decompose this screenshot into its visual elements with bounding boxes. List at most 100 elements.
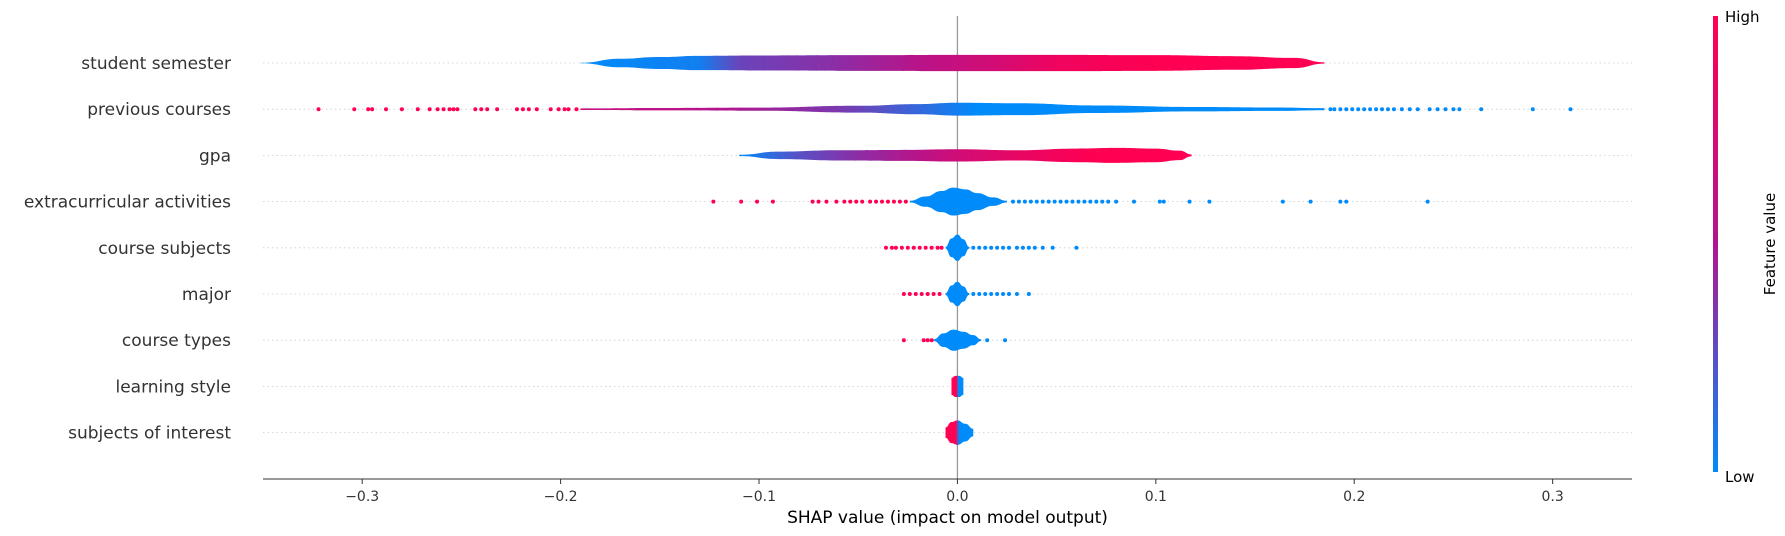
data-point bbox=[1016, 199, 1021, 204]
data-point bbox=[883, 245, 888, 250]
data-point bbox=[711, 199, 716, 204]
data-point bbox=[1338, 107, 1343, 112]
x-tick-label: 0.2 bbox=[1343, 489, 1365, 505]
data-point bbox=[352, 107, 357, 112]
data-point bbox=[739, 199, 744, 204]
data-point bbox=[1530, 107, 1535, 112]
data-point bbox=[931, 292, 936, 296]
data-point bbox=[485, 107, 490, 112]
data-point bbox=[1407, 107, 1412, 112]
data-point bbox=[921, 338, 926, 343]
data-point bbox=[1052, 199, 1057, 204]
data-point bbox=[907, 292, 912, 296]
violin-body bbox=[945, 281, 970, 307]
data-point bbox=[562, 107, 567, 112]
data-point bbox=[868, 199, 873, 204]
data-point bbox=[1356, 107, 1361, 112]
data-point bbox=[983, 292, 988, 296]
data-point bbox=[1076, 199, 1081, 204]
data-point bbox=[755, 199, 760, 204]
data-point bbox=[929, 338, 934, 343]
data-point bbox=[1114, 199, 1119, 204]
data-point bbox=[903, 199, 908, 204]
data-point bbox=[985, 338, 990, 343]
data-point bbox=[1415, 107, 1420, 112]
data-point bbox=[897, 199, 902, 204]
violin-body bbox=[909, 187, 1008, 216]
data-point bbox=[899, 245, 904, 250]
data-point bbox=[913, 292, 918, 296]
data-point bbox=[977, 245, 982, 250]
data-point bbox=[1040, 199, 1045, 204]
data-point bbox=[1332, 107, 1337, 112]
data-point bbox=[1350, 107, 1355, 112]
data-point bbox=[911, 245, 916, 250]
data-point bbox=[1328, 107, 1333, 112]
data-point bbox=[427, 107, 432, 112]
data-point bbox=[905, 245, 910, 250]
points-layer bbox=[316, 107, 1573, 343]
data-point bbox=[989, 292, 994, 296]
data-point bbox=[929, 245, 934, 250]
data-point bbox=[479, 107, 484, 112]
data-point bbox=[415, 107, 420, 112]
data-point bbox=[526, 107, 531, 112]
data-point bbox=[937, 292, 942, 296]
data-point bbox=[1427, 107, 1432, 112]
data-point bbox=[1022, 199, 1027, 204]
data-point bbox=[1380, 107, 1385, 112]
data-point bbox=[1338, 199, 1343, 204]
data-point bbox=[447, 107, 452, 112]
data-point bbox=[1344, 199, 1349, 204]
data-point bbox=[885, 199, 890, 204]
violin-body bbox=[951, 375, 964, 397]
data-point bbox=[983, 245, 988, 250]
data-point bbox=[1391, 107, 1396, 112]
feature-label: gpa bbox=[199, 146, 231, 166]
violin-body bbox=[739, 147, 1192, 163]
data-point bbox=[1435, 107, 1440, 112]
data-point bbox=[574, 107, 579, 112]
data-point bbox=[1014, 292, 1019, 296]
data-point bbox=[1058, 199, 1063, 204]
data-point bbox=[770, 199, 775, 204]
data-point bbox=[1425, 199, 1430, 204]
data-point bbox=[1457, 107, 1462, 112]
data-point bbox=[1157, 199, 1162, 204]
data-point bbox=[935, 245, 940, 250]
data-point bbox=[548, 107, 553, 112]
data-point bbox=[834, 199, 839, 204]
data-point bbox=[1088, 199, 1093, 204]
data-point bbox=[1074, 245, 1079, 250]
data-point bbox=[1050, 245, 1055, 250]
data-point bbox=[1028, 199, 1033, 204]
data-point bbox=[1094, 199, 1099, 204]
data-point bbox=[1064, 199, 1069, 204]
data-point bbox=[939, 245, 944, 250]
data-point bbox=[1001, 292, 1006, 296]
data-point bbox=[925, 338, 930, 343]
data-point bbox=[1003, 338, 1008, 343]
data-point bbox=[860, 199, 865, 204]
data-point bbox=[384, 107, 389, 112]
data-point bbox=[889, 245, 894, 250]
data-point bbox=[1399, 107, 1404, 112]
violin-body bbox=[933, 329, 982, 351]
data-point bbox=[923, 245, 928, 250]
data-point bbox=[1451, 107, 1456, 112]
violin-body bbox=[945, 234, 970, 262]
data-point bbox=[566, 107, 571, 112]
data-point bbox=[435, 107, 440, 112]
x-tick-label: 0.3 bbox=[1542, 489, 1564, 505]
data-point bbox=[1344, 107, 1349, 112]
violin-layer bbox=[580, 54, 1325, 445]
feature-label: course types bbox=[122, 331, 231, 351]
data-point bbox=[1034, 199, 1039, 204]
x-tick-label: −0.1 bbox=[742, 489, 776, 505]
feature-label: course subjects bbox=[98, 239, 231, 259]
data-point bbox=[1187, 199, 1192, 204]
data-point bbox=[520, 107, 525, 112]
data-point bbox=[919, 292, 924, 296]
data-point bbox=[441, 107, 446, 112]
data-point bbox=[1026, 292, 1031, 296]
